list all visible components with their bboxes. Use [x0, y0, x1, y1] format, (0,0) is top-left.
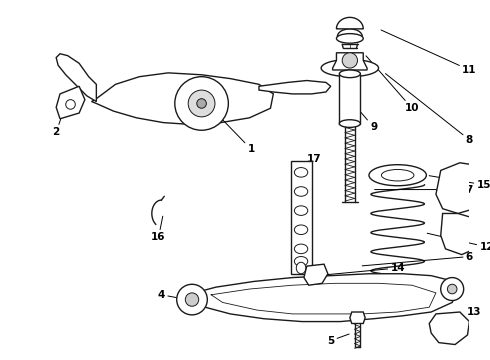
Circle shape [185, 293, 199, 306]
Circle shape [447, 284, 457, 294]
Ellipse shape [294, 167, 308, 177]
Text: 17: 17 [302, 154, 322, 177]
Text: 4: 4 [158, 290, 185, 300]
Polygon shape [436, 163, 489, 213]
Ellipse shape [369, 165, 426, 186]
Text: 3: 3 [0, 359, 1, 360]
Text: 9: 9 [342, 90, 377, 132]
Circle shape [66, 100, 75, 109]
Circle shape [342, 53, 358, 68]
Text: 10: 10 [366, 56, 419, 113]
Polygon shape [56, 54, 97, 102]
Ellipse shape [321, 59, 379, 77]
Ellipse shape [294, 206, 308, 215]
Ellipse shape [337, 33, 363, 43]
Text: 2: 2 [52, 107, 65, 137]
Ellipse shape [294, 225, 308, 234]
Ellipse shape [294, 244, 308, 254]
Text: 1: 1 [222, 120, 255, 154]
Polygon shape [429, 312, 469, 345]
Ellipse shape [381, 170, 414, 181]
Text: 5: 5 [327, 334, 349, 346]
Text: 15: 15 [429, 176, 490, 190]
Circle shape [177, 284, 207, 315]
Polygon shape [92, 73, 273, 125]
Polygon shape [56, 86, 85, 119]
Polygon shape [259, 81, 331, 94]
Polygon shape [441, 213, 484, 255]
Ellipse shape [340, 70, 360, 78]
Circle shape [188, 90, 215, 117]
Text: 16: 16 [151, 216, 166, 242]
Polygon shape [185, 274, 458, 321]
Circle shape [175, 77, 228, 130]
Text: 8: 8 [386, 74, 473, 145]
Polygon shape [337, 17, 363, 29]
Polygon shape [333, 53, 367, 70]
Polygon shape [304, 264, 328, 285]
Circle shape [197, 99, 206, 108]
Ellipse shape [340, 120, 360, 127]
Polygon shape [350, 312, 365, 324]
Bar [340, 74, 360, 123]
Text: 6: 6 [362, 252, 473, 266]
Text: 12: 12 [427, 233, 490, 252]
Ellipse shape [294, 257, 308, 266]
Text: 13: 13 [453, 307, 482, 327]
Text: 7: 7 [375, 185, 473, 194]
Text: 11: 11 [381, 30, 477, 75]
Text: 14: 14 [319, 263, 405, 275]
Bar [291, 161, 312, 274]
Ellipse shape [294, 187, 308, 196]
Circle shape [441, 278, 464, 301]
Ellipse shape [296, 262, 306, 274]
